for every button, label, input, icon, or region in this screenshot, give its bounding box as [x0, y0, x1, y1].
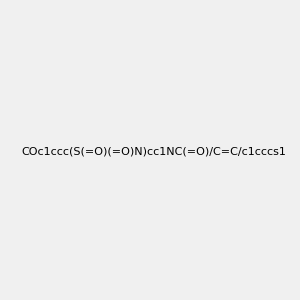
Text: COc1ccc(S(=O)(=O)N)cc1NC(=O)/C=C/c1cccs1: COc1ccc(S(=O)(=O)N)cc1NC(=O)/C=C/c1cccs1 [21, 146, 286, 157]
